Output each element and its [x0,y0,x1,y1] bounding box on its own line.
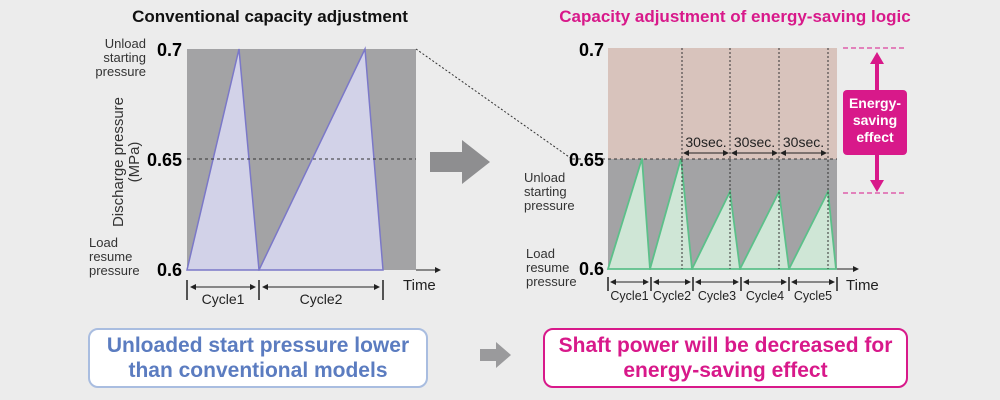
note-line: than conventional models [128,359,388,382]
right-time-label: Time [846,277,879,294]
right-cycle-label: Cycle2 [653,289,691,303]
left-tick-07: 0.7 [157,40,182,60]
right-load-label: Load [526,246,555,261]
left-load-label: pressure [89,263,140,278]
effect-label: Energy- [849,95,901,111]
conventional-note: Unloaded start pressure lower than conven… [88,328,428,388]
zoom-connector-line [415,48,573,160]
note-line: energy-saving effect [623,359,828,382]
effect-label: saving [853,112,897,128]
interval-label: 30sec. [783,134,824,150]
left-tick-06: 0.6 [157,260,182,280]
bottom-arrow-icon [480,342,511,368]
left-cycle-label: Cycle2 [300,291,343,307]
right-load-label: resume [526,260,569,275]
right-cycle-triangle [606,158,651,270]
right-tick-06: 0.6 [579,259,604,279]
transition-arrow-icon [430,140,490,184]
right-unload-label: Unload [524,170,565,185]
right-cycle-triangle [787,188,837,270]
left-time-label: Time [403,277,436,294]
note-line: Shaft power will be decreased for [558,334,893,357]
left-load-label: Load [89,235,118,250]
effect-label: effect [856,129,894,145]
right-unload-label: starting [524,184,567,199]
right-tick-07: 0.7 [579,40,604,60]
right-cycle-triangle [690,188,742,270]
right-cycle-label: Cycle3 [698,289,736,303]
right-cycle-label: Cycle4 [746,289,784,303]
energy-saving-note: Shaft power will be decreased for energy-… [543,328,908,388]
interval-label: 30sec. [685,134,726,150]
left-unload-label: Unload [105,36,146,51]
right-unload-label: pressure [524,198,575,213]
right-title: Capacity adjustment of energy-saving log… [559,7,910,26]
saving-zone [608,48,837,159]
left-unload-label: starting [103,50,146,65]
y-axis-unit: (MPa) [126,142,143,183]
right-cycle-label: Cycle1 [610,289,648,303]
left-title: Conventional capacity adjustment [132,7,408,26]
left-load-label: resume [89,249,132,264]
effect-badge [843,90,907,155]
right-cycle-label: Cycle5 [794,289,832,303]
left-tick-065: 0.65 [147,150,182,170]
right-tick-065: 0.65 [569,150,604,170]
interval-label: 30sec. [734,134,775,150]
right-load-label: pressure [526,274,577,289]
right-cycle-triangle [738,188,791,270]
y-axis-label: Discharge pressure [110,97,127,227]
left-cycle-label: Cycle1 [202,291,245,307]
left-unload-label: pressure [95,64,146,79]
note-line: Unloaded start pressure lower [106,334,410,357]
